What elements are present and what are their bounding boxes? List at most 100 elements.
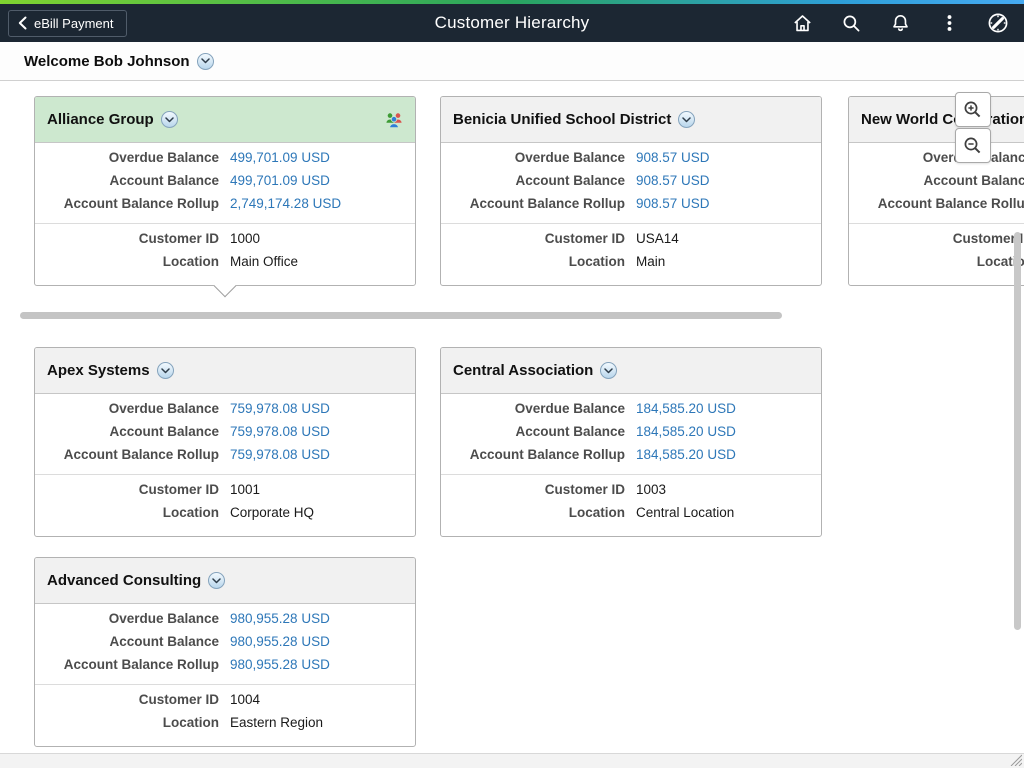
resize-grip[interactable] — [1008, 754, 1022, 766]
card-actions-dropdown-button[interactable] — [600, 362, 618, 379]
card-balances: Overdue Balance 184,585.20 USD Account Ba… — [441, 394, 821, 470]
account-balance-value[interactable]: 759,978.08 USD — [230, 424, 330, 439]
overdue-balance-label: Overdue Balance — [108, 150, 219, 165]
customer-id-value: 1001 — [230, 482, 261, 497]
card-title: Central Association — [453, 362, 594, 379]
card-divider — [849, 223, 1024, 224]
location-value: Main Office — [230, 254, 299, 269]
chevron-down-icon — [682, 116, 692, 122]
back-button[interactable]: eBill Payment — [8, 9, 128, 37]
overdue-balance-value[interactable]: 908.57 USD — [636, 150, 710, 165]
overdue-balance-value[interactable]: 499,701.09 USD — [230, 150, 330, 165]
card-actions-dropdown-button[interactable] — [160, 111, 178, 128]
card-actions-dropdown-button[interactable] — [208, 572, 226, 589]
account-balance-label: Account Balance — [515, 173, 625, 188]
card-actions-dropdown-button[interactable] — [156, 362, 174, 379]
overdue-balance-value[interactable]: 980,955.28 USD — [230, 611, 330, 626]
account-balance-value[interactable]: 908.57 USD — [636, 173, 710, 188]
card-title: Benicia Unified School District — [453, 111, 672, 128]
welcome-text: Welcome Bob Johnson — [24, 52, 190, 70]
card-header: Benicia Unified School District — [441, 97, 821, 143]
card-info: Customer ID 1004 Location Eastern Region — [35, 685, 415, 738]
overdue-balance-label: Overdue Balance — [108, 611, 219, 626]
zoom-in-icon — [964, 101, 981, 117]
chevron-down-icon — [164, 116, 174, 122]
card-title: New World Corporation — [861, 111, 1024, 128]
card-header: Alliance Group — [35, 97, 415, 143]
card-title: Alliance Group — [47, 111, 154, 128]
card-balances: Overdue Balance 908.57 USD Account Balanc… — [441, 143, 821, 219]
location-label: Location — [568, 254, 625, 269]
chevron-down-icon — [212, 577, 221, 583]
overdue-balance-value[interactable]: 759,978.08 USD — [230, 401, 330, 416]
customer-card-benicia[interactable]: Benicia Unified School District Overdue … — [440, 96, 822, 286]
card-divider — [35, 684, 415, 685]
account-balance-label: Account Balance — [923, 173, 1024, 188]
notifications-icon[interactable] — [888, 11, 912, 35]
account-balance-value[interactable]: 184,585.20 USD — [636, 424, 736, 439]
customer-id-value: USA14 — [636, 231, 679, 246]
chevron-down-icon — [200, 58, 210, 64]
location-label: Location — [976, 254, 1024, 269]
account-balance-rollup-value[interactable]: 2,749,174.28 USD — [230, 196, 342, 211]
customer-id-label: Customer ID — [138, 231, 219, 246]
customer-id-value: 1004 — [230, 692, 261, 707]
welcome-dropdown-button[interactable] — [196, 52, 214, 70]
customer-card-new-world[interactable]: New World Corporation Overdue Balance Ac… — [848, 96, 1024, 286]
account-balance-value[interactable]: 980,955.28 USD — [230, 634, 330, 649]
app-header: eBill Payment Customer Hierarchy — [0, 4, 1024, 42]
account-balance-rollup-label: Account Balance Rollup — [63, 447, 219, 462]
customer-id-label: Customer ID — [138, 692, 219, 707]
location-label: Location — [162, 254, 219, 269]
account-balance-rollup-value[interactable]: 980,955.28 USD — [230, 657, 330, 672]
customer-card-apex-systems[interactable]: Apex Systems Overdue Balance 759,978.08 U… — [34, 347, 416, 537]
chevron-down-icon — [160, 367, 170, 373]
account-balance-rollup-value[interactable]: 184,585.20 USD — [636, 447, 736, 462]
overdue-balance-value[interactable]: 184,585.20 USD — [636, 401, 736, 416]
customer-id-label: Customer ID — [138, 482, 219, 497]
vertical-scrollbar[interactable] — [1014, 232, 1021, 630]
customer-id-label: Customer ID — [544, 231, 625, 246]
chevron-left-icon — [18, 16, 27, 30]
account-balance-rollup-value[interactable]: 759,978.08 USD — [230, 447, 330, 462]
location-value: Corporate HQ — [230, 505, 315, 520]
customer-id-label: Customer ID — [952, 231, 1024, 246]
card-balances: Overdue Balance 759,978.08 USD Account Ba… — [35, 394, 415, 470]
location-label: Location — [162, 715, 219, 730]
location-label: Location — [568, 505, 625, 520]
account-balance-rollup-label: Account Balance Rollup — [469, 196, 625, 211]
zoom-out-icon — [964, 137, 981, 153]
card-info: Customer ID USA14 Location Main — [441, 224, 821, 277]
card-actions-dropdown-button[interactable] — [678, 111, 696, 128]
account-balance-rollup-value[interactable]: 908.57 USD — [636, 196, 710, 211]
customer-card-advanced-consulting[interactable]: Advanced Consulting Overdue Balance 980,9… — [34, 557, 416, 747]
card-header: Advanced Consulting — [35, 558, 415, 604]
customer-id-label: Customer ID — [544, 482, 625, 497]
welcome-bar: Welcome Bob Johnson — [0, 42, 1024, 81]
overdue-balance-label: Overdue Balance — [108, 401, 219, 416]
zoom-out-button[interactable] — [955, 128, 991, 163]
zoom-in-button[interactable] — [955, 92, 991, 127]
search-icon[interactable] — [839, 11, 863, 35]
customer-card-alliance-group[interactable]: Alliance Group Overdue Balance 499,701.09… — [34, 96, 416, 286]
horizontal-scrollbar[interactable] — [20, 312, 782, 319]
card-header: Central Association — [441, 348, 821, 394]
card-divider — [441, 223, 821, 224]
account-balance-label: Account Balance — [109, 173, 219, 188]
account-balance-label: Account Balance — [515, 424, 625, 439]
customer-id-value: 1003 — [636, 482, 667, 497]
brand-gradient-bar — [0, 0, 1024, 4]
card-title: Apex Systems — [47, 362, 150, 379]
overdue-balance-label: Overdue Balance — [514, 401, 625, 416]
overdue-balance-label: Overdue Balance — [514, 150, 625, 165]
navbar-compass-icon[interactable] — [986, 11, 1010, 35]
bottom-strip — [0, 753, 1024, 768]
more-actions-icon[interactable] — [937, 11, 961, 35]
card-balances: Overdue Balance 980,955.28 USD Account Ba… — [35, 604, 415, 680]
card-info: Customer ID 1003 Location Central Location — [441, 475, 821, 528]
location-value: Eastern Region — [230, 715, 324, 730]
customer-id-value: 1000 — [230, 231, 261, 246]
account-balance-value[interactable]: 499,701.09 USD — [230, 173, 330, 188]
customer-card-central-association[interactable]: Central Association Overdue Balance 184,5… — [440, 347, 822, 537]
home-icon[interactable] — [790, 11, 814, 35]
